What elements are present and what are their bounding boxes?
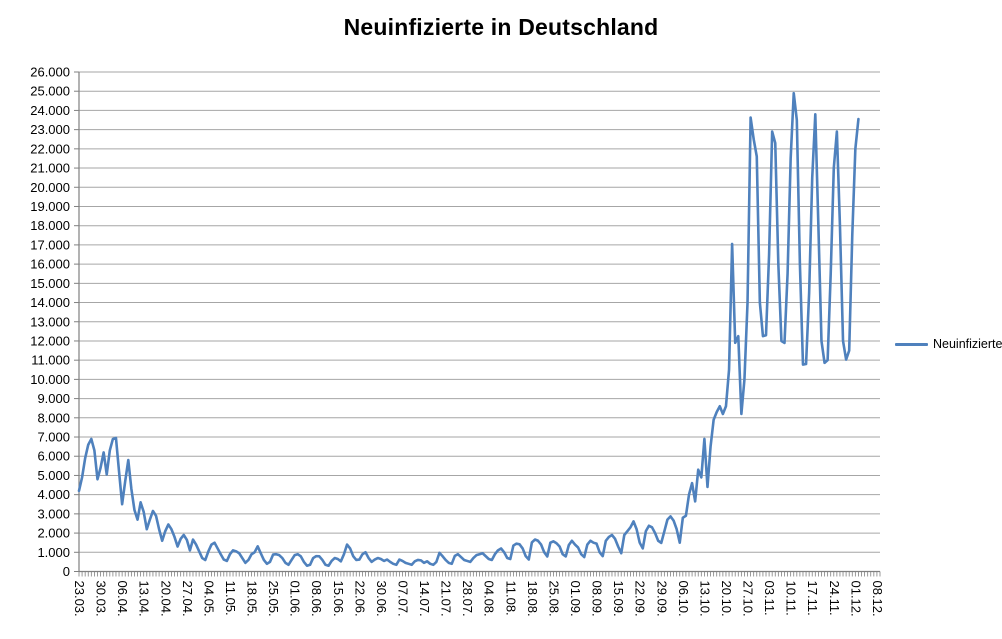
y-tick-label: 3.000 xyxy=(37,506,70,521)
x-tick-label: 20.10. xyxy=(719,581,734,617)
x-tick-label: 08.06. xyxy=(309,581,324,617)
y-tick-label: 1.000 xyxy=(37,545,70,560)
x-tick-label: 13.04. xyxy=(137,581,152,617)
y-tick-label: 25.000 xyxy=(30,84,70,99)
x-tick-label: 07.07. xyxy=(395,581,410,617)
y-tick-label: 26.000 xyxy=(30,65,70,80)
legend: Neuinfizierte xyxy=(895,337,1002,351)
x-tick-label: 08.12. xyxy=(870,581,885,617)
x-tick-label: 23.03. xyxy=(72,581,87,617)
y-tick-label: 4.000 xyxy=(37,487,70,502)
x-tick-label: 13.10. xyxy=(697,581,712,617)
x-tick-label: 11.05. xyxy=(223,581,238,616)
y-tick-label: 11.000 xyxy=(31,353,70,368)
y-tick-label: 12.000 xyxy=(30,333,70,348)
x-tick-label: 27.10. xyxy=(741,581,756,617)
y-tick-label: 0 xyxy=(63,564,70,579)
x-tick-label: 01.06. xyxy=(288,581,303,617)
y-tick-label: 9.000 xyxy=(37,391,70,406)
x-tick-label: 22.06. xyxy=(352,581,367,617)
y-tick-label: 15.000 xyxy=(30,276,70,291)
y-tick-label: 10.000 xyxy=(30,372,70,387)
x-tick-label: 25.05. xyxy=(266,581,281,617)
x-tick-label: 04.05. xyxy=(201,581,216,617)
x-tick-label: 27.04. xyxy=(180,581,195,617)
y-tick-label: 19.000 xyxy=(30,199,70,214)
x-tick-label: 15.09. xyxy=(611,581,626,617)
x-tick-label: 22.09. xyxy=(633,581,648,617)
y-tick-label: 6.000 xyxy=(37,449,70,464)
x-tick-label: 06.10. xyxy=(676,581,691,617)
x-tick-label: 01.09. xyxy=(568,581,583,617)
y-tick-label: 16.000 xyxy=(30,257,70,272)
chart-title: Neuinfizierte in Deutschland xyxy=(343,14,659,40)
x-tick-label: 21.07. xyxy=(439,581,454,617)
x-tick-label: 08.09. xyxy=(590,581,605,617)
y-tick-label: 8.000 xyxy=(37,410,70,425)
y-tick-label: 21.000 xyxy=(30,161,70,176)
x-tick-label: 14.07. xyxy=(417,581,432,617)
x-tick-label: 03.11. xyxy=(762,581,777,616)
x-tick-label: 15.06. xyxy=(331,581,346,617)
y-tick-label: 2.000 xyxy=(37,526,70,541)
x-tick-label: 04.08. xyxy=(482,581,497,617)
x-tick-label: 18.05. xyxy=(245,581,260,617)
x-tick-label: 18.08. xyxy=(525,581,540,617)
y-tick-label: 5.000 xyxy=(37,468,70,483)
x-tick-label: 10.11. xyxy=(784,581,799,616)
y-tick-label: 7.000 xyxy=(37,430,70,445)
y-tick-label: 24.000 xyxy=(30,103,70,118)
y-tick-label: 18.000 xyxy=(30,218,70,233)
x-tick-label: 11.08. xyxy=(503,581,518,616)
x-tick-label: 01.12. xyxy=(848,581,863,617)
data-line xyxy=(77,91,860,568)
y-tick-label: 17.000 xyxy=(30,237,70,252)
legend-label: Neuinfizierte xyxy=(933,337,1002,351)
x-tick-label: 30.06. xyxy=(374,581,389,617)
y-tick-label: 22.000 xyxy=(30,141,70,156)
x-tick-label: 25.08. xyxy=(546,581,561,617)
x-tick-label: 06.04. xyxy=(115,581,130,617)
y-tick-label: 14.000 xyxy=(30,295,70,310)
legend-line-icon xyxy=(895,342,928,346)
x-tick-label: 28.07. xyxy=(460,581,475,617)
y-tick-label: 13.000 xyxy=(30,314,70,329)
x-tick-label: 17.11. xyxy=(805,581,820,616)
x-tick-label: 30.03. xyxy=(94,581,109,617)
x-tick-label: 24.11. xyxy=(827,581,842,616)
x-tick-label: 29.09. xyxy=(654,581,669,617)
y-tick-label: 20.000 xyxy=(30,180,70,195)
y-tick-label: 23.000 xyxy=(30,122,70,137)
x-tick-label: 20.04. xyxy=(158,581,173,617)
